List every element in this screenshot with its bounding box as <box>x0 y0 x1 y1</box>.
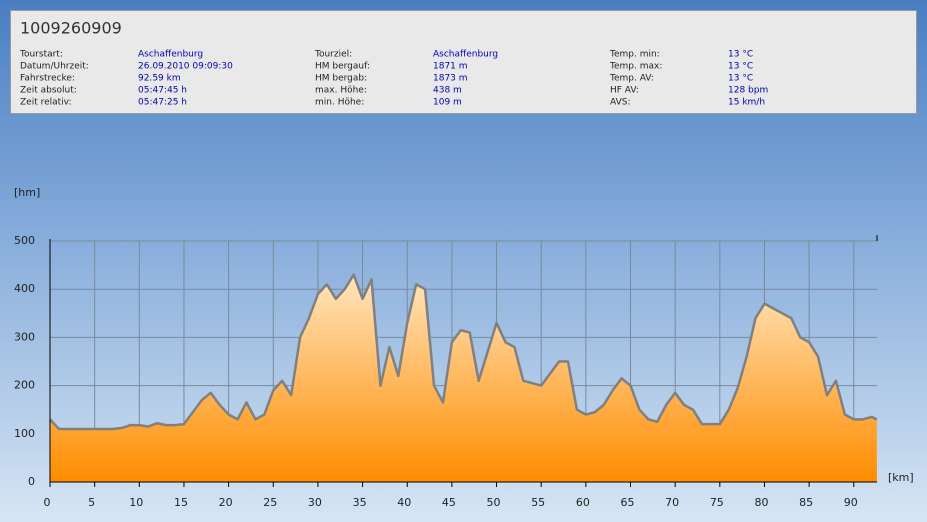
x-tick-label: 15 <box>174 496 188 509</box>
field-label: Zeit relativ: <box>20 98 72 108</box>
x-tick-label: 35 <box>353 496 367 509</box>
x-tick-label: 85 <box>799 496 813 509</box>
x-tick-label: 90 <box>844 496 858 509</box>
field-value: 438 m <box>433 86 462 96</box>
field-value: 128 bpm <box>728 86 768 96</box>
field-value: 13 °C <box>728 62 753 72</box>
field-label: Zeit absolut: <box>20 86 77 96</box>
y-axis-label: [hm] <box>14 186 40 199</box>
x-tick-label: 45 <box>442 496 456 509</box>
field-label: AVS: <box>610 98 630 108</box>
field-label: max. Höhe: <box>315 86 367 96</box>
x-axis-label: [km] <box>888 471 914 484</box>
field-label: Tourziel: <box>314 50 352 60</box>
elevation-area <box>50 274 877 482</box>
x-tick-label: 0 <box>44 496 51 509</box>
field-value: Aschaffenburg <box>138 50 203 60</box>
field-label: Temp. AV: <box>609 74 654 84</box>
field-value: Aschaffenburg <box>433 50 498 60</box>
x-tick-label: 40 <box>397 496 411 509</box>
field-label: Temp. min: <box>609 50 660 60</box>
field-label: HF AV: <box>610 86 639 96</box>
field-label: Fahrstrecke: <box>20 74 75 84</box>
x-tick-label: 70 <box>665 496 679 509</box>
y-tick-label: 300 <box>14 330 35 343</box>
field-label: HM bergauf: <box>315 62 370 72</box>
field-value: 13 °C <box>728 50 753 60</box>
field-label: min. Höhe: <box>315 98 364 108</box>
y-tick-label: 400 <box>14 282 35 295</box>
x-tick-label: 80 <box>754 496 768 509</box>
field-label: Datum/Uhrzeit: <box>20 62 89 72</box>
field-value: 05:47:25 h <box>138 98 187 108</box>
info-panel <box>10 10 917 114</box>
field-value: 1873 m <box>433 74 468 84</box>
tour-title: 1009260909 <box>20 19 122 38</box>
x-tick-label: 75 <box>710 496 724 509</box>
field-value: 92.59 km <box>138 74 181 84</box>
x-tick-label: 20 <box>219 496 233 509</box>
field-value: 15 km/h <box>728 98 765 108</box>
y-tick-label: 0 <box>28 475 35 488</box>
y-tick-label: 500 <box>14 234 35 247</box>
x-tick-label: 30 <box>308 496 322 509</box>
field-label: Temp. max: <box>609 62 662 72</box>
field-value: 13 °C <box>728 74 753 84</box>
x-tick-label: 10 <box>129 496 143 509</box>
elevation-line <box>49 273 878 431</box>
x-tick-label: 5 <box>88 496 95 509</box>
field-label: HM bergab: <box>315 74 367 84</box>
y-tick-label: 100 <box>14 427 35 440</box>
x-tick-label: 50 <box>487 496 501 509</box>
field-value: 1871 m <box>433 62 468 72</box>
field-label: Tourstart: <box>19 50 63 60</box>
x-tick-label: 25 <box>263 496 277 509</box>
field-value: 05:47:45 h <box>138 86 187 96</box>
field-value: 26.09.2010 09:09:30 <box>138 62 233 72</box>
x-tick-label: 60 <box>576 496 590 509</box>
field-value: 109 m <box>433 98 462 108</box>
y-tick-label: 200 <box>14 379 35 392</box>
x-tick-label: 55 <box>531 496 545 509</box>
x-tick-label: 65 <box>621 496 635 509</box>
